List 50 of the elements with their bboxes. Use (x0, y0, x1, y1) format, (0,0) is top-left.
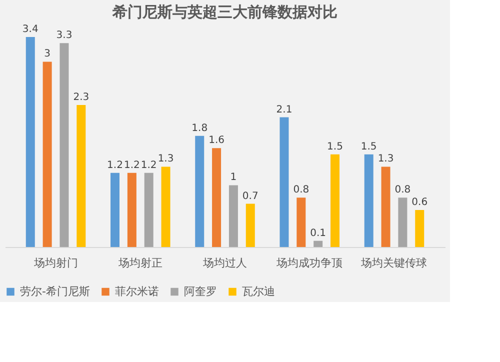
bar (296, 198, 306, 247)
chart-title: 希门尼斯与英超三大前锋数据对比 (112, 3, 338, 21)
x-tick-label: 场均射正 (117, 256, 162, 270)
legend-label: 阿奎罗 (184, 284, 217, 298)
bar (42, 62, 52, 247)
data-label: 0.8 (293, 184, 310, 196)
bar (228, 185, 238, 247)
legend-label: 菲尔米诺 (115, 284, 159, 298)
data-label: 3.4 (22, 24, 38, 35)
x-tick-label: 场均过人 (202, 256, 247, 270)
data-label: 1.5 (360, 141, 377, 152)
data-label: 0.6 (412, 196, 428, 208)
data-label: 1.3 (378, 154, 394, 165)
data-label: 1.8 (192, 122, 208, 134)
bar (127, 172, 136, 247)
bar (26, 37, 35, 247)
data-label: 1.2 (107, 160, 123, 171)
bar (195, 136, 204, 247)
bar (161, 166, 170, 247)
bar (110, 172, 120, 247)
data-label: 0.7 (242, 190, 258, 202)
data-label: 2.3 (73, 92, 90, 103)
data-label: 1.6 (208, 135, 224, 146)
bar (212, 148, 222, 247)
x-tick-label: 场均射门 (32, 256, 78, 270)
bar (144, 172, 154, 247)
bar (381, 166, 390, 247)
legend-label: 劳尔-希门尼斯 (20, 284, 90, 298)
bar (314, 240, 323, 247)
data-label: 1.2 (140, 160, 157, 171)
data-label: 3.3 (56, 30, 72, 42)
bar (246, 204, 255, 247)
bar (280, 117, 289, 247)
data-label: 1.3 (158, 154, 174, 165)
bar (415, 210, 424, 247)
data-label: 1.2 (124, 160, 140, 171)
data-label: 1.5 (327, 141, 343, 152)
data-label: 1 (230, 172, 237, 184)
x-tick-label: 场均成功争顶 (276, 256, 343, 270)
bar (364, 154, 374, 247)
bar (60, 43, 69, 247)
data-label: 0.8 (394, 184, 411, 196)
data-label: 2.1 (276, 104, 292, 116)
bar (76, 104, 86, 247)
bar (330, 154, 340, 247)
legend-label: 瓦尔迪 (242, 284, 275, 298)
x-tick-label: 场均关键传球 (360, 256, 428, 270)
data-label: 3 (44, 48, 50, 60)
bar (398, 198, 408, 247)
data-label: 0.1 (310, 228, 326, 239)
